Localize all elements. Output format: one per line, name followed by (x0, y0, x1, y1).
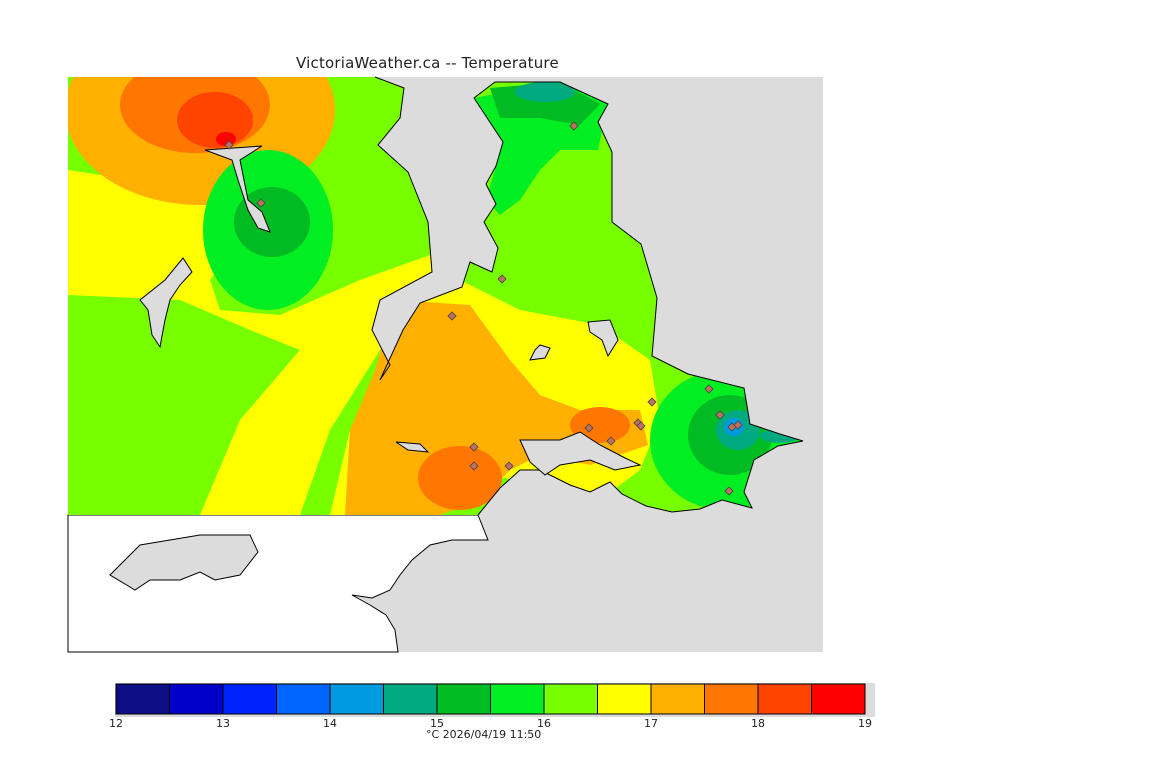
inlet-north (204, 145, 271, 233)
weather-stations (224, 121, 743, 496)
colorbar-bin (543, 683, 598, 715)
station-marker (256, 198, 266, 208)
harbour (519, 431, 642, 476)
colorbar-bin (115, 683, 170, 715)
station-marker (704, 384, 714, 394)
station-marker (469, 442, 479, 452)
station-marker (224, 140, 234, 150)
colorbar-tick-label: 13 (216, 717, 230, 730)
colorbar-bin (490, 683, 545, 715)
station-marker (497, 274, 507, 284)
station-marker (715, 410, 725, 420)
colorbar-tick-label: 17 (644, 717, 658, 730)
lake-west (139, 257, 193, 349)
station-marker (584, 423, 594, 433)
colorbar-tick-label: 12 (109, 717, 123, 730)
map-title: VictoriaWeather.ca -- Temperature (296, 54, 559, 72)
lake-east (587, 319, 619, 358)
colorbar-bin (650, 683, 705, 715)
temperature-colorbar (115, 683, 875, 717)
colorbar-bin (757, 683, 812, 715)
colorbar-tick-label: 16 (537, 717, 551, 730)
colorbar-tick-label: 19 (858, 717, 872, 730)
lake-south (395, 441, 430, 453)
colorbar-bin (383, 683, 438, 715)
colorbar-bin (169, 683, 224, 715)
station-marker (606, 436, 616, 446)
colorbar-bin (436, 683, 491, 715)
station-marker (447, 311, 457, 321)
station-marker (647, 397, 657, 407)
station-marker (724, 486, 734, 496)
station-marker (636, 421, 646, 431)
colorbar-bin (222, 683, 277, 715)
colorbar-tick-label: 18 (751, 717, 765, 730)
station-marker (733, 420, 743, 430)
colorbar-units-label: °C 2026/04/19 11:50 (426, 728, 542, 741)
station-marker (569, 121, 579, 131)
station-marker (504, 461, 514, 471)
coastline (371, 76, 804, 516)
colorbar-bin (597, 683, 652, 715)
colorbar-tick-label: 15 (430, 717, 444, 730)
colorbar-bin (276, 683, 331, 715)
colorbar-bin (811, 683, 866, 715)
colorbar-bin (704, 683, 759, 715)
station-marker (469, 461, 479, 471)
colorbar-bin (329, 683, 384, 715)
us-island (109, 534, 259, 591)
lake-central (529, 344, 551, 361)
colorbar-tick-label: 14 (323, 717, 337, 730)
